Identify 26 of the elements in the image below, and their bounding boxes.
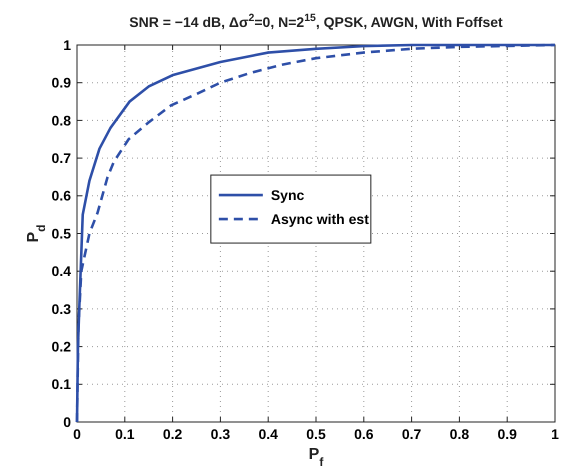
y-tick-label: 0.7: [52, 150, 72, 166]
y-tick-label: 0.3: [52, 300, 72, 317]
y-tick-label: 1: [63, 36, 72, 53]
x-tick-label: 0.8: [450, 426, 470, 442]
y-tick-label: 0.2: [52, 338, 72, 354]
y-tick-label: 0.6: [52, 188, 72, 204]
x-tick-label: 0.7: [402, 426, 422, 442]
y-tick-label: 0.8: [52, 112, 72, 128]
chart-title: SNR = −14 dB, Δσ$^{2}$=0, N=2$^{15}$, QPSK, AWGN, With Foffset: [129, 12, 504, 30]
x-tick-label: 0.2: [162, 426, 183, 442]
x-tick-label: 0.1: [115, 426, 135, 442]
y-tick-label: 0: [63, 414, 72, 430]
y-tick-label: 0.4: [52, 263, 72, 280]
x-tick-label: 0: [73, 426, 82, 442]
legend-label: Async with est: [270, 210, 370, 227]
x-tick-label: 0.9: [497, 426, 518, 442]
x-tick-label: 0.6: [354, 426, 374, 442]
legend-label: Sync: [270, 186, 305, 203]
y-tick-label: 0.1: [52, 376, 72, 392]
y-tick-label: 0.5: [52, 225, 72, 242]
x-tick-label: 0.4: [258, 426, 278, 442]
y-tick-label: 0.9: [52, 74, 72, 91]
x-tick-label: 0.5: [306, 426, 326, 442]
x-tick-label: 1: [551, 426, 560, 442]
x-tick-label: 0.3: [210, 426, 230, 442]
x-axis-title: P$_{f}$: [308, 446, 324, 469]
